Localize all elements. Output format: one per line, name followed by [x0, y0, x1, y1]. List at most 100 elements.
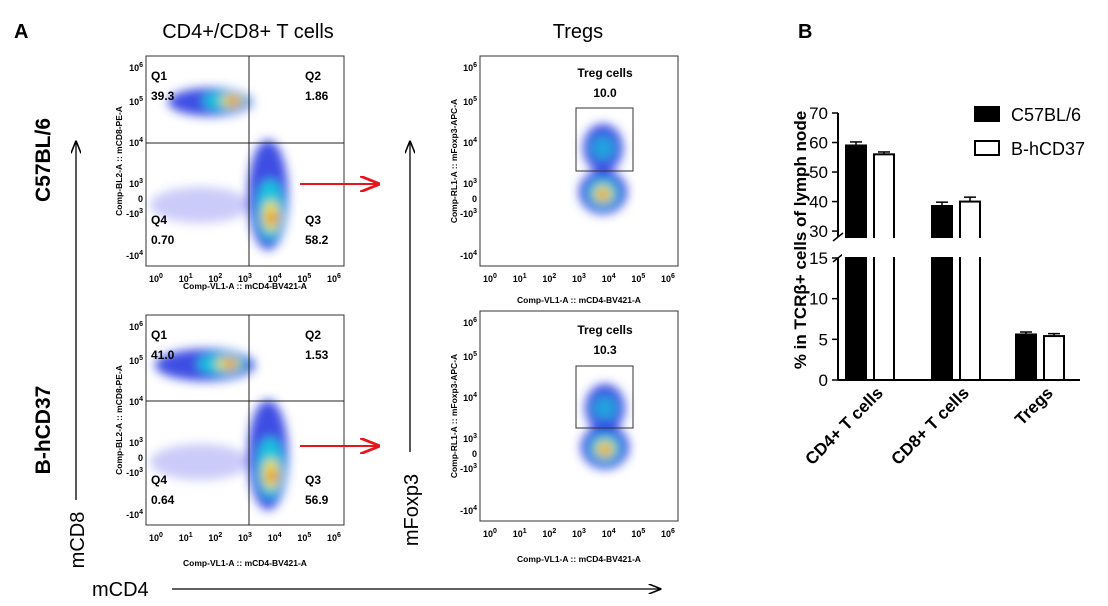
- density-cloud: [150, 88, 288, 250]
- flow-y-label: Comp-BL2-A :: mCD8-PE-A: [114, 106, 124, 216]
- y-tick-label: 0: [819, 371, 828, 390]
- flow-x-tick: 106: [661, 273, 675, 284]
- flow-y-tick: 104: [129, 396, 143, 407]
- flow-y-tick: 0: [472, 449, 477, 459]
- axis-break-gap: [842, 238, 1082, 257]
- quadrant-name: Q3: [305, 473, 321, 487]
- quadrant-name: Q4: [151, 213, 167, 227]
- flow-x-tick: 104: [268, 532, 282, 543]
- flow-y-tick: 0: [472, 194, 477, 204]
- flow-y-tick: 105: [129, 355, 143, 366]
- row-label-bottom: B-hCD37: [32, 386, 55, 475]
- bar: [931, 205, 953, 381]
- flow-y-tick: 103: [129, 178, 143, 189]
- y-tick-label: 30: [809, 222, 828, 241]
- flow-x-tick: 101: [513, 528, 527, 539]
- flow-x-label: Comp-VL1-A :: mCD4-BV421-A: [183, 281, 307, 291]
- flow-y-tick: 104: [463, 137, 477, 148]
- big-axis-y-cd8: mCD8: [67, 512, 89, 569]
- y-tick-label: 15: [809, 249, 828, 268]
- flow-y-tick: 106: [463, 62, 477, 73]
- flow-y-tick: 104: [129, 137, 143, 148]
- flow-y-tick: -104: [460, 250, 477, 261]
- quadrant-name: Q1: [151, 69, 167, 83]
- flow-y-tick: 103: [463, 178, 477, 189]
- bar: [959, 200, 981, 381]
- quadrant-value: 39.3: [151, 89, 175, 103]
- flow-x-tick: 100: [149, 532, 163, 543]
- flow-x-label: Comp-VL1-A :: mCD4-BV421-A: [517, 295, 641, 305]
- flow-y-tick: -104: [126, 509, 143, 520]
- flow-y-tick: 106: [129, 62, 143, 73]
- flow-x-tick: 104: [602, 528, 616, 539]
- flow-x-tick: 100: [483, 273, 497, 284]
- legend-swatch: [974, 106, 1000, 122]
- quadrant-value: 0.70: [151, 233, 175, 247]
- panel-label-b: B: [798, 21, 812, 43]
- flow-x-tick: 105: [631, 273, 645, 284]
- flow-x-tick: 106: [661, 528, 675, 539]
- y-tick-label: 50: [809, 163, 828, 182]
- quadrant-name: Q4: [151, 473, 167, 487]
- quadrant-name: Q3: [305, 213, 321, 227]
- flow-y-tick: 105: [463, 96, 477, 107]
- treg-gate-label: Treg cells: [577, 66, 633, 80]
- flow-x-tick: 104: [268, 273, 282, 284]
- treg-gate: [575, 107, 634, 172]
- quadrant-name: Q1: [151, 328, 167, 342]
- flow-x-tick: 105: [631, 528, 645, 539]
- flow-y-label: Comp-RL1-A :: mFoxp3-APC-A: [449, 354, 459, 478]
- quadrant-name: Q2: [305, 328, 321, 342]
- flow-y-tick: 0: [138, 453, 143, 463]
- legend-label: C57BL/6: [1011, 105, 1081, 125]
- quadrant-value: 41.0: [151, 348, 175, 362]
- quadrant-plot-bottom: [145, 314, 345, 526]
- quadrant-name: Q2: [305, 69, 321, 83]
- flow-x-tick: 101: [179, 532, 193, 543]
- flow-y-tick: -103: [460, 463, 477, 474]
- y-tick-label: 70: [809, 104, 828, 123]
- flow-x-tick: 102: [542, 528, 556, 539]
- panel-label-a: A: [14, 21, 28, 43]
- legend-swatch: [974, 140, 1000, 156]
- flow-y-tick: 106: [463, 317, 477, 328]
- flow-y-label: Comp-BL2-A :: mCD8-PE-A: [114, 365, 124, 475]
- flow-y-tick: 103: [463, 433, 477, 444]
- flow-y-tick: -103: [126, 467, 143, 478]
- density-cloud: [581, 384, 629, 469]
- density-cloud: [579, 124, 627, 214]
- bar: [873, 153, 895, 381]
- quadrant-value: 56.9: [305, 493, 329, 507]
- big-axis-y-foxp3: mFoxp3: [401, 474, 423, 546]
- treg-gate: [575, 365, 634, 429]
- bar: [1015, 333, 1037, 382]
- flow-x-tick: 103: [572, 528, 586, 539]
- flow-y-tick: -103: [126, 208, 143, 219]
- flow-y-tick: -104: [126, 250, 143, 261]
- flow-y-tick: 104: [463, 392, 477, 403]
- flow-x-tick: 102: [208, 532, 222, 543]
- header-cd4cd8: CD4+/CD8+ T cells: [162, 21, 334, 43]
- flow-x-tick: 101: [179, 273, 193, 284]
- flow-x-tick: 102: [542, 273, 556, 284]
- flow-tick-labels: 100 101 102 103 104 105 106 106 105 104 103 0 -103 -1…: [126, 62, 675, 543]
- flow-x-tick: 102: [208, 273, 222, 284]
- flow-y-tick: 106: [129, 321, 143, 332]
- quadrant-labels-bottom: Q1 41.0 Q2 1.53 Q4 0.64 Q3 56.9: [151, 328, 329, 507]
- treg-plot-bottom: [479, 310, 679, 522]
- flow-x-tick: 103: [572, 273, 586, 284]
- header-tregs: Tregs: [553, 21, 603, 43]
- legend-label: B-hCD37: [1011, 139, 1085, 159]
- treg-gate-value: 10.0: [593, 86, 617, 100]
- bar-chart: 0 5 10 15 30 40 50 60 70 CD4+ T cells CD8+ T cells…: [802, 104, 1085, 469]
- flow-y-tick: 105: [129, 96, 143, 107]
- bar: [1043, 335, 1065, 381]
- flow-x-tick: 106: [327, 532, 341, 543]
- x-category-label: CD8+ T cells: [888, 383, 973, 468]
- y-tick-label: 40: [809, 193, 828, 212]
- flow-x-tick: 100: [149, 273, 163, 284]
- bar: [845, 144, 867, 381]
- treg-gate-label: Treg cells: [577, 323, 633, 337]
- treg-gate-value: 10.3: [593, 343, 617, 357]
